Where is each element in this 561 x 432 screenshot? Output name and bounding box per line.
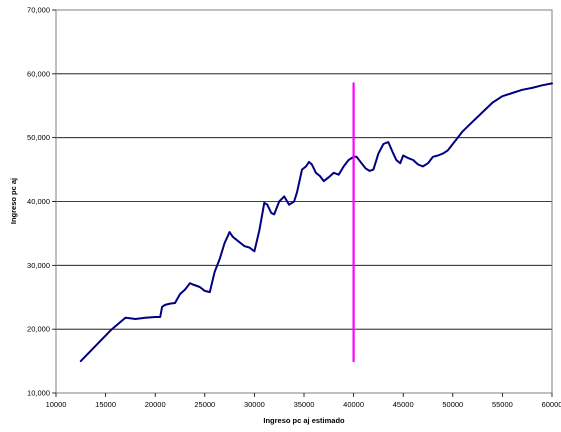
y-axis: 10,000 20,000 30,000 40,000 50,000 60,000 70,0…: [27, 6, 56, 398]
x-tick-label: 20000: [145, 400, 166, 409]
y-axis-title: Ingreso pc aj: [9, 178, 18, 224]
x-tick-label: 10000: [46, 400, 67, 409]
y-tick-label: 40,000: [27, 197, 50, 206]
series-line-main: [79, 82, 553, 363]
y-tick-label: 50,000: [27, 133, 50, 142]
y-tick-label: 30,000: [27, 261, 50, 270]
x-tick-label: 50000: [442, 400, 463, 409]
x-tick-label: 40000: [343, 400, 364, 409]
gridlines: [56, 73, 552, 330]
x-axis: 10000 15000 20000 25000 30000 35000 40000 45000…: [46, 393, 561, 409]
x-tick-label: 55000: [492, 400, 513, 409]
y-tick-label: 10,000: [27, 389, 50, 398]
y-tick-label: 70,000: [27, 6, 50, 15]
x-tick-label: 45000: [393, 400, 414, 409]
x-tick-label: 35000: [294, 400, 315, 409]
y-tick-label: 20,000: [27, 325, 50, 334]
x-tick-label: 30000: [244, 400, 265, 409]
series-layer: [79, 82, 553, 363]
x-tick-label: 15000: [95, 400, 116, 409]
x-axis-title: Ingreso pc aj estimado: [263, 416, 345, 425]
x-tick-label: 25000: [194, 400, 215, 409]
y-tick-label: 60,000: [27, 69, 50, 78]
x-tick-label: 60000: [542, 400, 561, 409]
